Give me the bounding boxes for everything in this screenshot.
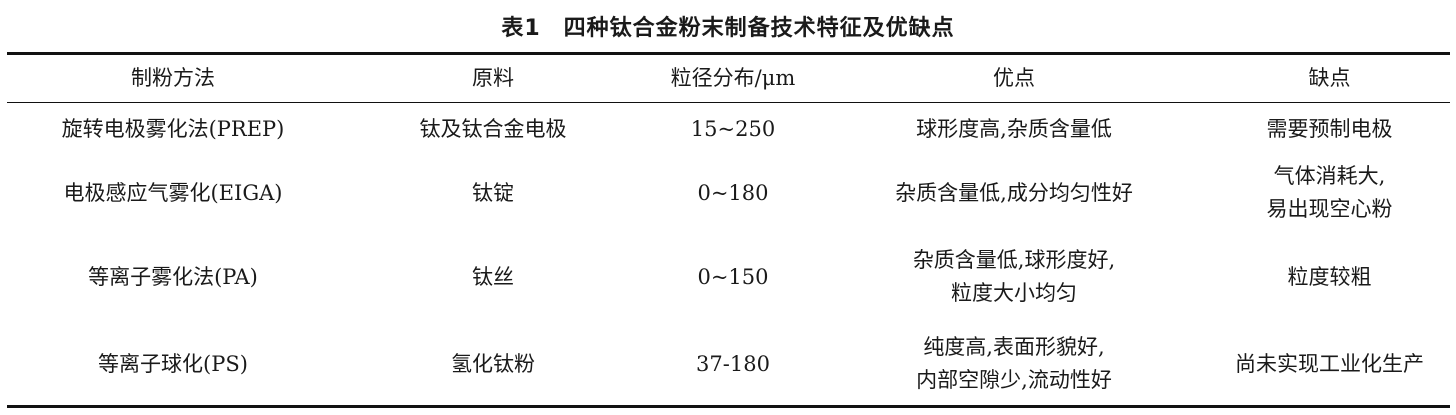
cell-size: 37-180 [696,351,770,376]
header-method: 制粉方法 [131,66,215,90]
cell-cons: 尚未实现工业化生产 [1209,323,1450,407]
cell-material: 钛及钛合金电极 [419,116,567,141]
cons-line: 气体消耗大, [1273,164,1386,188]
cell-pros: 球形度高,杂质含量低 [819,103,1209,156]
pros-line: 内部空隙少,流动性好 [916,368,1112,392]
cons-line: 尚未实现工业化生产 [1235,351,1424,376]
cell-method: 等离子球化(PS) [98,351,248,376]
comparison-table: 制粉方法 原料 粒径分布/μm 优点 缺点 旋转电极雾化法(PREP) 钛及钛合… [7,52,1450,408]
cell-material: 钛锭 [472,180,514,205]
header-material: 原料 [472,66,514,90]
cell-pros: 杂质含量低,成分均匀性好 [819,155,1209,231]
cell-size: 0~150 [697,264,769,289]
cell-method: 电极感应气雾化(EIGA) [63,180,283,205]
pros-line: 杂质含量低,球形度好, [912,248,1116,272]
table-row: 电极感应气雾化(EIGA) 钛锭 0~180 杂质含量低,成分均匀性好 气体消耗… [7,155,1450,231]
cell-cons: 气体消耗大, 易出现空心粉 [1209,155,1450,231]
header-cons: 缺点 [1308,66,1351,90]
cell-material: 氢化钛粉 [451,351,535,376]
cell-method: 等离子雾化法(PA) [88,264,258,289]
header-pros: 优点 [993,66,1035,90]
cell-pros: 杂质含量低,球形度好, 粒度大小均匀 [819,231,1209,323]
cell-material: 钛丝 [472,264,514,289]
pros-line: 粒度大小均匀 [951,281,1077,305]
cons-line: 需要预制电极 [1266,116,1393,141]
cons-line: 易出现空心粉 [1266,197,1393,221]
table-row: 等离子雾化法(PA) 钛丝 0~150 杂质含量低,球形度好, 粒度大小均匀 粒度… [7,231,1450,323]
pros-line: 纯度高,表面形貌好, [923,335,1105,359]
cell-cons: 需要预制电极 [1209,103,1450,156]
cell-method: 旋转电极雾化法(PREP) [61,116,285,141]
pros-line: 球形度高,杂质含量低 [916,116,1112,141]
cell-size: 15~250 [690,116,776,141]
table-caption: 表1 四种钛合金粉末制备技术特征及优缺点 [501,16,955,41]
pros-line: 杂质含量低,成分均匀性好 [895,180,1133,205]
table-row: 旋转电极雾化法(PREP) 钛及钛合金电极 15~250 球形度高,杂质含量低 … [7,103,1450,156]
cons-line: 粒度较粗 [1287,264,1372,289]
table-row: 等离子球化(PS) 氢化钛粉 37-180 纯度高,表面形貌好, 内部空隙少,流动… [7,323,1450,407]
header-size: 粒径分布/μm [670,66,796,90]
table-header-row: 制粉方法 原料 粒径分布/μm 优点 缺点 [7,53,1450,103]
cell-size: 0~180 [697,180,769,205]
cell-pros: 纯度高,表面形貌好, 内部空隙少,流动性好 [819,323,1209,407]
cell-cons: 粒度较粗 [1209,231,1450,323]
